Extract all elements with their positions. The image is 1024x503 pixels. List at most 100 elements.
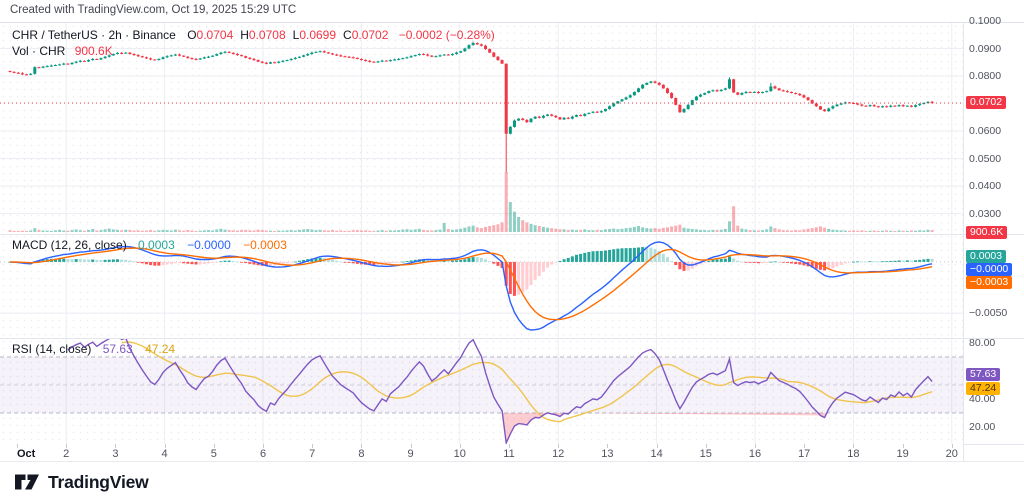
macd-histogram-bar[interactable] [78,259,82,262]
candle-body[interactable] [624,97,628,100]
candle-body[interactable] [761,91,765,94]
macd-histogram-bar[interactable] [814,261,818,269]
volume-series[interactable] [8,172,934,233]
macd-histogram-bar[interactable] [736,260,740,262]
volume-bar[interactable] [450,229,454,232]
volume-bar[interactable] [823,227,827,232]
volume-bar[interactable] [818,226,822,232]
volume-bar[interactable] [231,230,235,232]
volume-bar[interactable] [765,229,769,232]
macd-histogram-bar[interactable] [132,261,136,263]
macd-histogram-bar[interactable] [802,261,806,266]
macd-histogram-bar[interactable] [901,260,905,262]
candle-body[interactable] [111,54,115,56]
candle-body[interactable] [707,91,711,94]
volume-bar[interactable] [852,230,856,233]
volume-bar[interactable] [914,230,918,232]
volume-bar[interactable] [33,228,37,232]
candle-body[interactable] [591,111,595,113]
volume-bar[interactable] [380,230,384,232]
candle-body[interactable] [500,60,504,64]
volume-bar[interactable] [554,228,558,232]
volume-bar[interactable] [620,228,624,232]
volume-bar[interactable] [111,229,115,232]
volume-bar[interactable] [202,230,206,232]
macd-histogram-bar[interactable] [186,261,190,264]
macd-histogram-bar[interactable] [827,261,831,270]
macd-histogram-bar[interactable] [198,261,202,265]
candle-body[interactable] [632,91,636,96]
volume-bar[interactable] [124,229,128,232]
volume-bar[interactable] [244,229,248,232]
macd-histogram-bar[interactable] [785,261,789,263]
macd-histogram-bar[interactable] [620,248,624,262]
time-axis-day-label[interactable]: 8 [358,448,365,460]
macd-histogram-bar[interactable] [798,261,802,265]
symbol-legend[interactable]: CHR / TetherUS · 2h · Binance O0.0704 H0.… [12,28,495,42]
macd-histogram-bar[interactable] [897,260,901,262]
macd-histogram-bar[interactable] [847,261,851,263]
volume-bar[interactable] [777,229,781,232]
candle-body[interactable] [901,105,905,107]
candle-body[interactable] [140,56,144,58]
volume-bar[interactable] [616,229,620,232]
volume-bar[interactable] [302,229,306,232]
volume-bar[interactable] [719,229,723,232]
macd-histogram-bar[interactable] [678,261,682,270]
macd-histogram-bar[interactable] [649,247,653,262]
volume-bar[interactable] [674,225,678,232]
candle-body[interactable] [8,71,12,73]
candle-body[interactable] [293,57,297,59]
volume-bar[interactable] [864,230,868,232]
macd-histogram-bar[interactable] [409,260,413,262]
volume-bar[interactable] [331,230,335,232]
volume-bar[interactable] [810,228,814,232]
candle-body[interactable] [471,43,475,46]
volume-legend[interactable]: Vol · CHR 900.6K [12,44,113,58]
candle-body[interactable] [756,91,760,94]
volume-bar[interactable] [269,230,273,232]
candle-body[interactable] [752,91,756,93]
candle-body[interactable] [16,72,20,74]
candle-body[interactable] [306,54,310,56]
macd-histogram-bar[interactable] [194,261,198,265]
macd-histogram-bar[interactable] [546,261,550,268]
candle-body[interactable] [372,61,376,63]
candle-body[interactable] [521,118,525,120]
volume-bar[interactable] [649,228,653,232]
volume-bar[interactable] [178,230,182,232]
candle-body[interactable] [546,114,550,116]
candle-body[interactable] [579,115,583,117]
candle-body[interactable] [149,58,153,60]
volume-bar[interactable] [773,228,777,232]
volume-bar[interactable] [905,230,909,232]
volume-bar[interactable] [157,230,161,232]
volume-bar[interactable] [794,230,798,232]
candle-body[interactable] [434,56,438,58]
macd-histogram-bar[interactable] [732,258,736,262]
macd-histogram-bar[interactable] [219,261,223,263]
volume-bar[interactable] [637,226,641,232]
volume-bar[interactable] [897,230,901,233]
volume-bar[interactable] [186,230,190,232]
candle-body[interactable] [318,51,322,53]
macd-legend[interactable]: MACD (12, 26, close) 0.0003 −0.0000 −0.0… [12,238,296,252]
volume-bar[interactable] [165,230,169,232]
time-axis-day-label[interactable]: 9 [407,448,414,460]
candle-body[interactable] [194,58,198,60]
candle-body[interactable] [818,106,822,110]
volume-bar[interactable] [322,230,326,232]
volume-bar[interactable] [463,227,467,232]
volume-bar[interactable] [326,230,330,233]
candle-body[interactable] [240,55,244,57]
candle-body[interactable] [302,55,306,57]
candle-body[interactable] [694,96,698,101]
macd-histogram-bar[interactable] [393,261,397,263]
macd-histogram-bar[interactable] [401,261,405,263]
volume-bar[interactable] [355,230,359,232]
macd-histogram-bar[interactable] [876,261,880,263]
volume-bar[interactable] [434,230,438,232]
volume-bar[interactable] [608,229,612,232]
volume-bar[interactable] [384,230,388,232]
volume-bar[interactable] [566,229,570,232]
